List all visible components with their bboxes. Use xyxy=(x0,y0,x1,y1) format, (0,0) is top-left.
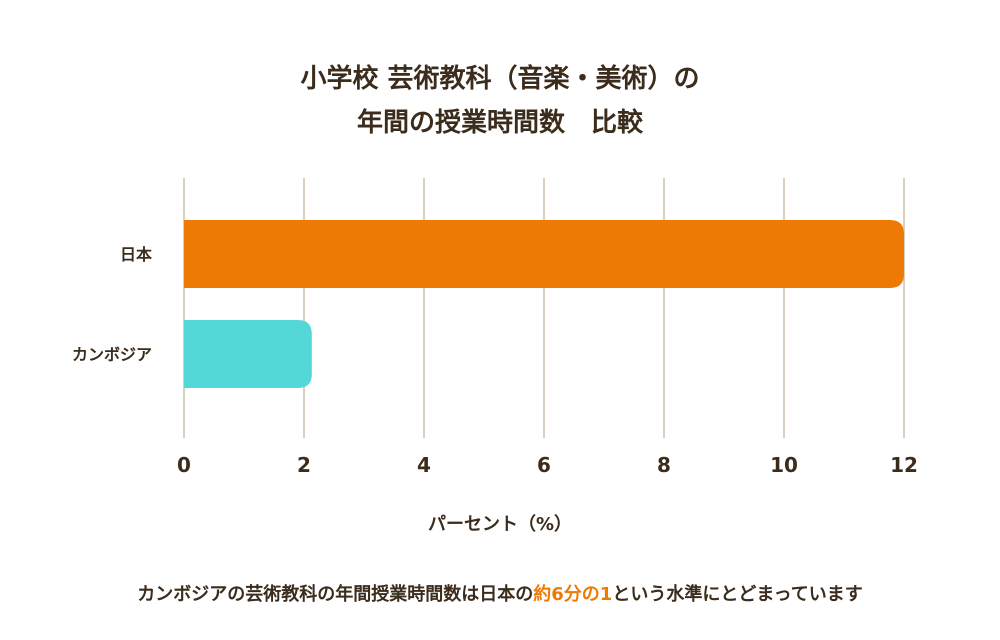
x-tick-label: 8 xyxy=(657,453,671,477)
footnote-text-end: という水準にとどまっています xyxy=(612,584,863,605)
chart-title-line1: 小学校 芸術教科（音楽・美術）の xyxy=(300,64,700,94)
footnote: カンボジアの芸術教科の年間授業時間数は日本の約6分の1という水準にとどまっていま… xyxy=(0,580,1000,606)
x-tick-label: 0 xyxy=(177,453,191,477)
footnote-highlight: 約6分の1 xyxy=(533,584,613,605)
y-category-label: カンボジア xyxy=(72,345,152,364)
x-tick-label: 2 xyxy=(297,453,311,477)
chart-title-line2: 年間の授業時間数 比較 xyxy=(356,108,643,138)
x-tick-label: 12 xyxy=(890,453,918,477)
x-tick-label: 4 xyxy=(417,453,431,477)
y-category-label: 日本 xyxy=(120,245,152,264)
x-axis-label: パーセント（%） xyxy=(428,514,572,535)
footnote-text: カンボジアの芸術教科の年間授業時間数は日本の xyxy=(137,584,534,605)
bar-1 xyxy=(184,220,904,288)
x-tick-label: 10 xyxy=(770,453,798,477)
bar-2 xyxy=(184,320,312,388)
x-tick-label: 6 xyxy=(537,453,551,477)
